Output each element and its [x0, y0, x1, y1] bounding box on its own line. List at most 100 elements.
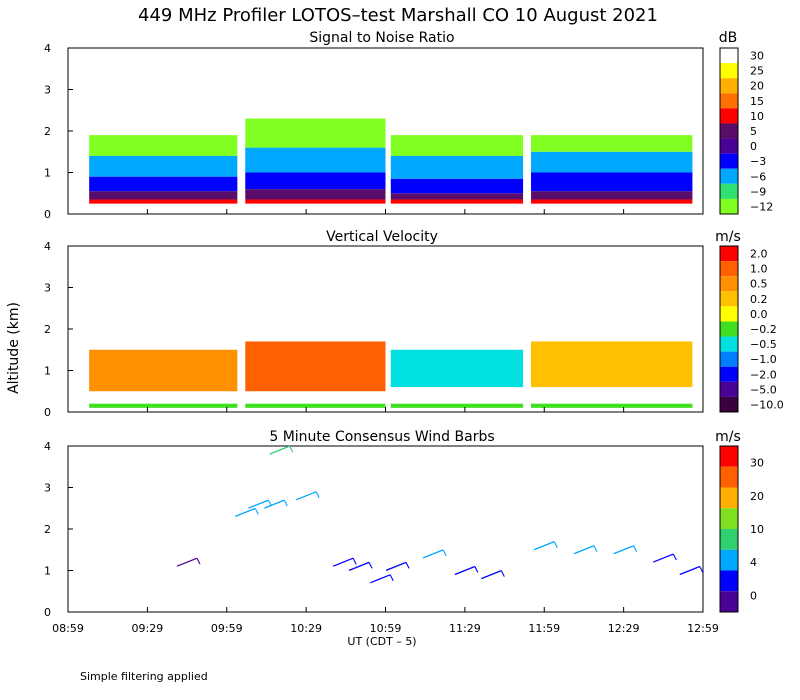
x-tick-label: 10:29: [290, 622, 322, 635]
y-tick-label: 3: [44, 84, 51, 97]
wind-y-ticks: 0 1 2 3 4: [44, 440, 73, 619]
heatmap-cell: [245, 118, 386, 148]
colorbar-label: −3: [750, 155, 766, 168]
y-tick-label: 1: [44, 565, 51, 578]
wind-barb-flag: [254, 508, 259, 515]
colorbar-cell: [720, 508, 738, 529]
colorbar-cell: [720, 246, 738, 262]
wind-barb: [422, 549, 444, 559]
figure-title: 449 MHz Profiler LOTOS–test Marshall CO …: [138, 5, 658, 26]
x-tick-label: 10:59: [370, 622, 402, 635]
heatmap-cell: [89, 191, 238, 200]
heatmap-cell: [531, 135, 693, 152]
y-axis-label: Altitude (km): [6, 302, 22, 394]
colorbar-label: 20: [750, 80, 764, 93]
footer-note: Simple filtering applied: [80, 670, 208, 683]
wind-barbs: [176, 445, 704, 584]
colorbar-label: 2.0: [750, 248, 768, 261]
wind-barb-flag: [699, 566, 704, 573]
heatmap-cell: [390, 199, 524, 204]
colorbar-label: 0.5: [750, 278, 768, 291]
wind-barb: [534, 540, 555, 551]
y-tick-label: 3: [44, 482, 51, 495]
wind-barb-flag: [500, 570, 505, 577]
colorbar-label: −9: [750, 185, 766, 198]
wind-unit: m/s: [715, 429, 741, 445]
y-tick-label: 2: [44, 523, 51, 536]
heatmap-cell: [531, 199, 693, 204]
wind-barb: [679, 565, 701, 576]
x-tick-label: 09:29: [132, 622, 164, 635]
x-tick-label: 12:59: [687, 622, 719, 635]
x-tick-label: 11:59: [528, 622, 560, 635]
wind-barb: [264, 499, 285, 509]
colorbar-label: 5: [750, 125, 757, 138]
colorbar-cell: [720, 168, 738, 184]
snr-colorbar: 30 25 20 15 10 5 0 −3 −6 −9 −12: [719, 47, 773, 215]
wind-barb-flag: [389, 574, 394, 582]
y-tick-label: 4: [44, 42, 51, 55]
wind-barb: [295, 491, 317, 501]
wind-barb-flag: [289, 445, 294, 453]
wind-barb: [454, 565, 476, 576]
heatmap-cell: [390, 193, 524, 200]
colorbar-cell: [720, 529, 738, 550]
heatmap-cell: [390, 349, 524, 388]
heatmap-cell: [89, 155, 238, 177]
heatmap-cell: [89, 135, 238, 156]
colorbar-label: −1.0: [750, 353, 777, 366]
wind-plot-area: [67, 445, 704, 613]
colorbar-label: 25: [750, 65, 764, 78]
wind-barb-flag: [474, 566, 479, 573]
velocity-panel: Vertical Velocity m/s 0 1 2 3 4 2.0 1.0 0.5 0.2…: [44, 229, 784, 419]
colorbar-label: 0.0: [750, 308, 768, 321]
colorbar-label: −5.0: [750, 383, 777, 396]
colorbar-cell: [720, 306, 738, 322]
y-tick-label: 1: [44, 167, 51, 180]
heatmap-cell: [531, 403, 693, 408]
colorbar-label: 4: [750, 556, 757, 569]
colorbar-cell: [720, 351, 738, 367]
heatmap-cell: [245, 199, 386, 204]
snr-panel: Signal to Noise Ratio dB 0 1 2 3 4 30 25 20 15 1…: [44, 30, 773, 221]
colorbar-label: 0.2: [750, 293, 768, 306]
y-tick-label: 2: [44, 125, 51, 138]
colorbar-cell: [720, 183, 738, 199]
colorbar-cell: [720, 321, 738, 337]
wind-barb-flag: [633, 545, 638, 552]
wind-barb-flag: [442, 549, 447, 557]
colorbar-cell: [720, 366, 738, 382]
colorbar-cell: [720, 63, 738, 79]
colorbar-cell: [720, 78, 738, 94]
snr-y-ticks: 0 1 2 3 4: [44, 42, 73, 221]
wind-barb: [235, 507, 256, 518]
wind-barb-flag: [553, 541, 558, 548]
wind-barb: [613, 545, 634, 555]
x-tick-label: 09:59: [211, 622, 243, 635]
colorbar-cell: [720, 591, 738, 612]
wind-barb-flag: [283, 499, 288, 507]
colorbar-cell: [720, 396, 738, 412]
colorbar-label: −6: [750, 170, 766, 183]
wind-barb-flag: [672, 553, 677, 561]
colorbar-label: −2.0: [750, 368, 777, 381]
snr-x-ticks: [67, 209, 704, 214]
wind-barb-flag: [368, 562, 373, 569]
wind-barb: [348, 561, 370, 571]
wind-barb: [332, 557, 354, 567]
y-tick-label: 1: [44, 365, 51, 378]
colorbar-label: −0.5: [750, 338, 777, 351]
velocity-colorbar: 2.0 1.0 0.5 0.2 0.0 −0.2 −0.5 −1.0 −2.0 −5.0 −10.0: [719, 245, 784, 413]
colorbar-label: 10: [750, 110, 764, 123]
colorbar-label: 0: [750, 140, 757, 153]
wind-barb: [385, 561, 407, 571]
heatmap-cell: [245, 147, 386, 173]
colorbar-cell: [720, 93, 738, 109]
snr-title: Signal to Noise Ratio: [309, 30, 454, 46]
colorbar-cell: [720, 138, 738, 154]
wind-barb: [369, 574, 391, 584]
x-tick-labels: 08:59 09:29 09:59 10:29 10:59 11:29 11:59 12:29…: [52, 622, 719, 635]
colorbar-frame: [719, 47, 739, 215]
heatmap-cell: [89, 176, 238, 192]
